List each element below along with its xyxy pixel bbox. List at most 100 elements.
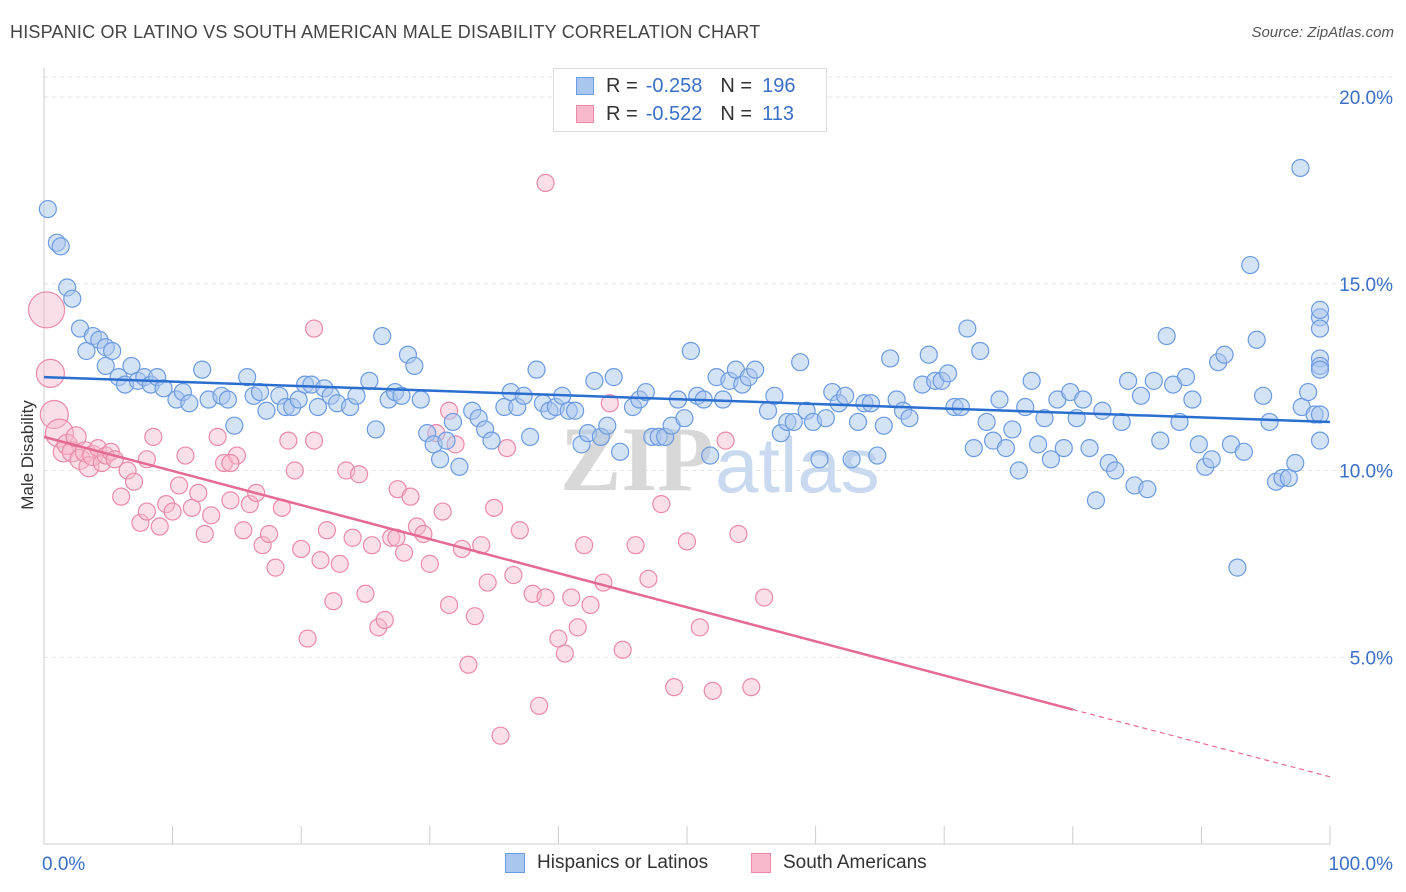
data-point-south-americans (497, 438, 517, 458)
data-point-south-americans (150, 517, 169, 536)
data-point-hispanics (977, 412, 996, 432)
data-point-hispanics (919, 345, 938, 364)
data-point-south-americans (176, 446, 195, 465)
legend: R = -0.258 N = 196 R = -0.522 N = 113 (553, 68, 827, 132)
data-point-hispanics (193, 360, 212, 379)
bottom-legend-hispanics[interactable]: Hispanics or Latinos (505, 852, 708, 874)
data-point-hispanics (527, 360, 546, 379)
data-point-hispanics (308, 397, 328, 417)
data-point-hispanics (1310, 405, 1330, 424)
data-point-south-americans (536, 173, 555, 193)
data-point-hispanics (289, 390, 308, 409)
data-point-hispanics (405, 356, 424, 376)
data-point-hispanics (816, 409, 835, 428)
data-point-hispanics (238, 368, 257, 387)
data-point-south-americans (221, 453, 240, 473)
data-point-hispanics (366, 420, 385, 439)
data-point-hispanics (1291, 158, 1310, 178)
bottom-legend-label: Hispanics or Latinos (537, 852, 709, 873)
data-point-south-americans (369, 618, 388, 637)
data-point-south-americans (356, 584, 375, 603)
data-point-south-americans (298, 629, 317, 648)
data-point-south-americans (362, 536, 382, 555)
data-point-hispanics (450, 457, 469, 476)
data-point-hispanics (51, 237, 70, 256)
data-point-hispanics (1003, 420, 1022, 439)
data-point-hispanics (585, 371, 604, 390)
source-label: Source: ZipAtlas.com (1251, 24, 1394, 41)
data-point-hispanics (1016, 397, 1035, 417)
data-point-south-americans (491, 726, 510, 745)
data-point-south-americans (35, 358, 66, 388)
bottom-legend-south-americans[interactable]: South Americans (751, 852, 927, 874)
data-point-hispanics (1144, 371, 1163, 390)
hispanics-points (38, 158, 1330, 577)
y-tick-label: 15.0% (1339, 275, 1393, 296)
data-point-hispanics (1054, 438, 1073, 458)
data-point-south-americans (208, 427, 227, 446)
data-point-south-americans (311, 551, 330, 570)
data-point-south-americans (144, 427, 163, 446)
data-point-hispanics (63, 289, 82, 308)
legend-n-label: N = (720, 102, 753, 125)
data-point-south-americans (317, 521, 337, 540)
data-point-south-americans (677, 532, 697, 551)
data-point-hispanics (257, 401, 276, 420)
data-point-hispanics (437, 431, 456, 450)
data-point-south-americans (343, 528, 362, 547)
chart-title: HISPANIC OR LATINO VS SOUTH AMERICAN MAL… (10, 22, 761, 42)
y-tick-label: 5.0% (1350, 648, 1393, 669)
data-point-south-americans (703, 681, 722, 700)
data-point-hispanics (1073, 390, 1093, 409)
data-point-south-americans (459, 655, 478, 674)
data-point-south-americans (742, 678, 761, 697)
data-point-hispanics (1310, 431, 1330, 450)
data-point-hispanics (791, 353, 810, 372)
data-point-south-americans (755, 588, 774, 607)
data-point-south-americans (195, 524, 214, 544)
data-point-hispanics (566, 401, 585, 420)
data-point-hispanics (225, 416, 244, 435)
data-point-hispanics (990, 390, 1009, 409)
data-point-south-americans (253, 536, 272, 555)
data-point-hispanics (1086, 491, 1106, 510)
data-point-south-americans (536, 588, 555, 607)
data-point-south-americans (716, 431, 735, 450)
data-point-south-americans (729, 524, 748, 544)
data-point-hispanics (1106, 461, 1125, 480)
data-point-hispanics (250, 382, 270, 402)
data-point-hispanics (1028, 435, 1048, 454)
data-point-south-americans (259, 524, 279, 544)
data-point-hispanics (1215, 345, 1234, 364)
data-point-hispanics (1176, 368, 1196, 387)
data-point-hispanics (1254, 386, 1273, 405)
legend-row-south-americans: R = -0.522 N = 113 (576, 101, 794, 127)
data-point-south-americans (182, 498, 201, 517)
legend-r-value: -0.258 (645, 74, 703, 97)
data-point-hispanics (746, 360, 765, 379)
data-point-south-americans (555, 644, 574, 663)
data-point-south-americans (652, 495, 671, 514)
data-point-hispanics (1131, 386, 1151, 405)
y-axis-label: Male Disability (18, 400, 37, 510)
data-point-south-americans (349, 465, 369, 484)
legend-row-hispanics: R = -0.258 N = 196 (576, 73, 795, 99)
data-point-hispanics (482, 431, 501, 450)
data-point-south-americans (39, 399, 69, 430)
data-point-hispanics (1189, 435, 1208, 454)
data-point-south-americans (330, 554, 349, 573)
data-point-hispanics (430, 450, 450, 469)
data-point-south-americans (169, 476, 189, 495)
data-point-hispanics (836, 386, 855, 405)
data-point-hispanics (1151, 431, 1170, 450)
data-point-hispanics (1234, 442, 1253, 461)
data-point-hispanics (1286, 453, 1305, 473)
data-point-south-americans (375, 610, 394, 630)
data-point-hispanics (514, 386, 533, 405)
data-point-hispanics (1022, 371, 1041, 390)
data-point-south-americans (394, 543, 414, 562)
data-point-hispanics (765, 386, 784, 405)
data-point-hispanics (604, 368, 623, 387)
data-point-hispanics (681, 341, 700, 361)
data-point-south-americans (304, 431, 324, 450)
